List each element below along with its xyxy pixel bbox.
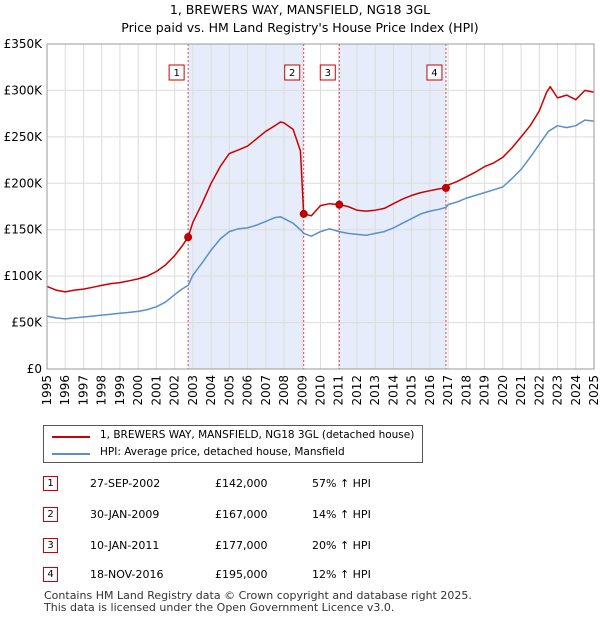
transaction-number: 1 [43,476,58,491]
x-tick-label: 2004 [204,375,218,406]
transaction-price: £177,000 [215,539,268,552]
shaded-period-1 [188,44,304,369]
x-tick-label: 2000 [131,375,145,406]
transaction-number: 2 [43,507,58,522]
transaction-hpi: 14% ↑ HPI [312,508,371,521]
sale-badge-3 [319,64,336,81]
table-row: 3 10-JAN-2011 £177,000 20% ↑ HPI [0,538,600,558]
series-lines [46,85,595,320]
sale-point-4 [441,183,450,192]
transaction-date: 30-JAN-2009 [90,508,160,521]
transaction-date: 10-JAN-2011 [90,539,160,552]
footer-licence: This data is licensed under the Open Gov… [44,601,395,614]
sale-point-2 [299,209,308,218]
sale-badge-label-4: 4 [431,68,437,79]
legend-swatch-price [52,436,90,438]
y-tick-label: £350K [4,37,44,51]
sale-point-1 [184,233,193,242]
x-tick-label: 1996 [58,375,72,406]
x-tick-label: 2006 [241,375,255,406]
table-row: 2 30-JAN-2009 £167,000 14% ↑ HPI [0,507,600,527]
legend-swatch-hpi [52,453,90,455]
transaction-date: 18-NOV-2016 [90,568,164,581]
sale-badge-2 [284,64,301,81]
x-tick-label: 2018 [459,375,473,406]
x-tick-label: 2020 [496,375,510,406]
legend: 1, BREWERS WAY, MANSFIELD, NG18 3GL (det… [43,425,423,463]
transaction-number: 3 [43,538,58,553]
x-tick-label: 2021 [514,375,528,406]
transaction-number: 4 [43,567,58,582]
sale-badge-label-1: 1 [173,68,179,79]
x-tick-label: 2024 [569,375,583,406]
x-tick-label: 2003 [186,375,200,406]
x-tick-label: 2009 [295,375,309,406]
transaction-hpi: 12% ↑ HPI [312,568,371,581]
chart-subtitle: Price paid vs. HM Land Registry's House … [121,20,479,35]
footer-copyright: Contains HM Land Registry data © Crown c… [44,589,472,602]
series-line-price [46,85,595,293]
x-tick-label: 2017 [441,375,455,406]
x-tick-label: 2002 [168,375,182,406]
transaction-hpi: 20% ↑ HPI [312,539,371,552]
sale-badge-1 [168,64,185,81]
sale-badge-label-2: 2 [289,68,295,79]
y-tick-label: £50K [11,316,43,330]
axis-labels: £0 £50K £100K £150K £200K £250K £300K £350K 1995… [4,37,600,406]
sale-badges: 1 2 3 4 [168,64,443,81]
y-tick-label: £300K [4,83,44,97]
sale-badge-label-3: 3 [325,68,331,79]
x-tick-label: 2010 [314,375,328,406]
x-tick-label: 1999 [113,375,127,406]
chart-title: 1, BREWERS WAY, MANSFIELD, NG18 3GL [169,2,431,17]
transaction-price: £142,000 [215,477,268,490]
x-tick-label: 2013 [368,375,382,406]
y-tick-label: £200K [4,176,44,190]
x-tick-label: 2005 [222,375,236,406]
y-tick-label: £0 [27,362,42,376]
y-tick-label: £150K [4,223,44,237]
sale-badge-4 [426,64,443,81]
transaction-price: £195,000 [215,568,268,581]
x-tick-label: 2016 [423,375,437,406]
transaction-date: 27-SEP-2002 [90,477,161,490]
table-row: 1 27-SEP-2002 £142,000 57% ↑ HPI [0,476,600,496]
x-tick-label: 2025 [587,375,600,406]
series-line-hpi [46,119,595,320]
transaction-price: £167,000 [215,508,268,521]
x-tick-label: 2019 [478,375,492,406]
x-tick-label: 1997 [76,375,90,406]
x-tick-label: 2001 [149,375,163,406]
x-tick-label: 1995 [40,375,54,406]
x-tick-label: 2011 [332,375,346,406]
x-tick-label: 2007 [259,375,273,406]
sale-point-3 [335,200,344,209]
x-tick-label: 2008 [277,375,291,406]
x-tick-label: 2015 [405,375,419,406]
y-tick-label: £250K [4,130,44,144]
table-row: 4 18-NOV-2016 £195,000 12% ↑ HPI [0,567,600,587]
x-tick-label: 2014 [386,375,400,406]
x-tick-label: 1998 [95,375,109,406]
x-tick-label: 2012 [350,375,364,406]
legend-label-price: 1, BREWERS WAY, MANSFIELD, NG18 3GL (det… [100,429,415,441]
x-tick-label: 2023 [551,375,565,406]
x-tick-label: 2022 [532,375,546,406]
transaction-hpi: 57% ↑ HPI [312,477,371,490]
legend-label-hpi: HPI: Average price, detached house, Mans… [100,446,345,458]
sale-points [184,183,450,242]
y-tick-label: £100K [4,269,44,283]
plot-frame [46,43,595,370]
price-chart: 1 2 3 4 £0 £50K £100K £150K £200K £250K £300K £350… [4,37,600,406]
